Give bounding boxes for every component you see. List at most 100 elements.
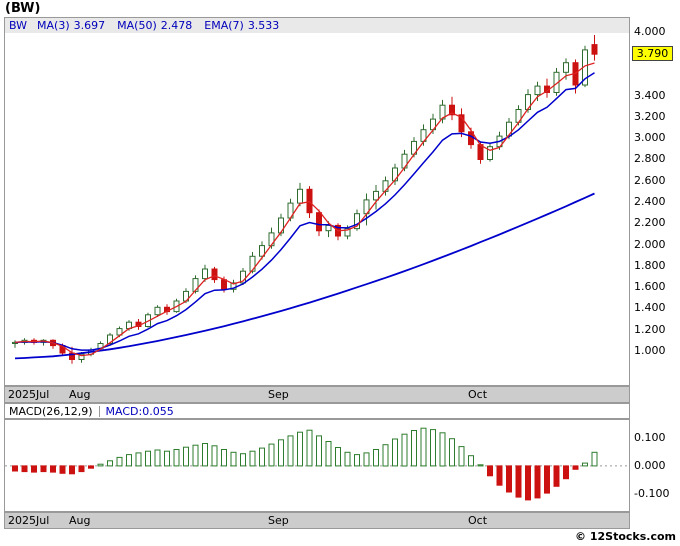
date-axis-macd: 2025Jul Aug Sep Oct — [4, 512, 630, 529]
ema7-line — [14, 72, 595, 351]
price-tick-label: 1.600 — [634, 280, 666, 293]
macd-value-label: MACD:0.055 — [105, 404, 174, 418]
macd-params-label: MACD(26,12,9) — [9, 404, 93, 418]
macd-bar — [487, 465, 493, 477]
price-tick-label: 2.200 — [634, 216, 666, 229]
candle-body — [297, 188, 303, 204]
macd-bar — [78, 465, 85, 473]
macd-tick-label: 0.000 — [634, 459, 666, 472]
macd-chart — [4, 419, 630, 512]
macd-bar — [278, 439, 284, 467]
macd-bar — [183, 446, 189, 467]
macd-bar — [354, 454, 360, 467]
price-tick-label: 2.800 — [634, 152, 666, 165]
price-chart: BW MA(3) 3.697 MA(50) 2.478 EMA(7) 3.533 — [4, 17, 630, 386]
macd-legend: MACD(26,12,9) MACD:0.055 — [4, 403, 630, 419]
macd-bar — [582, 462, 588, 467]
ma3-legend-label: MA(3) — [37, 19, 70, 32]
candle-body — [392, 167, 398, 182]
macd-bar — [164, 450, 170, 467]
ma50-line — [14, 192, 595, 360]
macd-bar — [249, 450, 256, 467]
macd-axis: 0.100 0.000 -0.100 — [632, 419, 678, 512]
macd-bar — [12, 465, 18, 472]
candle-body — [211, 268, 218, 281]
month-label: Aug — [69, 514, 91, 527]
symbol-label: BW — [9, 19, 28, 32]
price-tick-label: 1.400 — [634, 301, 666, 314]
macd-bar — [21, 465, 28, 473]
ma3-legend-value: 3.697 — [73, 19, 106, 32]
date-axis-main: 2025Jul Aug Sep Oct — [4, 386, 630, 403]
month-label: Sep — [268, 388, 289, 401]
macd-bar — [439, 432, 446, 467]
page-title: (BW) — [5, 1, 41, 16]
macd-bar — [230, 451, 237, 467]
copyright-credit: © 12Stocks.com — [575, 530, 676, 543]
macd-bar — [553, 465, 560, 487]
macd-bar — [563, 465, 569, 480]
price-tick-label: 2.600 — [634, 174, 666, 187]
candle-body — [325, 224, 332, 232]
candle-body — [259, 245, 265, 257]
macd-bar — [572, 465, 579, 470]
macd-bar — [363, 452, 370, 467]
candle-body — [534, 85, 541, 96]
macd-bar — [430, 429, 436, 467]
candle-body — [449, 104, 455, 116]
macd-bar — [40, 465, 47, 473]
candle-body — [192, 278, 199, 292]
macd-bar — [401, 433, 408, 467]
last-price-badge: 3.790 — [632, 46, 673, 61]
price-tick-label: 3.200 — [634, 110, 666, 123]
ma3-line — [14, 62, 595, 357]
price-tick-label: 3.400 — [634, 89, 666, 102]
month-label: 2025Jul — [8, 388, 50, 401]
macd-bar — [306, 429, 313, 467]
legend-divider — [98, 405, 100, 417]
macd-bar — [211, 445, 218, 467]
macd-bar — [88, 465, 94, 469]
candle-body — [563, 62, 569, 73]
month-label: Oct — [468, 388, 488, 401]
macd-bar — [325, 441, 332, 467]
macd-bar — [344, 451, 351, 467]
macd-bar — [202, 443, 208, 467]
macd-bar — [515, 465, 522, 498]
macd-bar — [107, 460, 113, 467]
candle-body — [506, 121, 512, 137]
macd-bar — [534, 465, 541, 499]
candle-body — [249, 255, 256, 272]
macd-bar — [525, 465, 531, 501]
macd-bar — [116, 456, 123, 467]
macd-bar — [240, 453, 246, 467]
macd-bar — [59, 465, 66, 474]
price-plot — [12, 35, 598, 364]
candle-body — [591, 44, 598, 55]
macd-bar — [449, 438, 455, 467]
macd-bar — [135, 452, 142, 467]
price-tick-label: 1.200 — [634, 323, 666, 336]
macd-bar — [316, 435, 322, 467]
ema7-legend-value: 3.533 — [247, 19, 280, 32]
month-label: Oct — [468, 514, 488, 527]
price-tick-label: 2.000 — [634, 238, 666, 251]
macd-bar — [373, 449, 379, 467]
candle-body — [354, 213, 360, 230]
macd-bar — [50, 465, 56, 473]
candle-body — [316, 212, 322, 232]
macd-bar — [192, 444, 199, 467]
candle-body — [373, 190, 379, 201]
macd-bar — [468, 455, 474, 467]
macd-bar — [31, 465, 37, 473]
candle-body — [202, 268, 208, 280]
macd-bar — [506, 465, 512, 493]
month-label: Aug — [69, 388, 91, 401]
macd-bar — [335, 447, 341, 467]
macd-bar — [259, 447, 265, 467]
ema7-legend-label: EMA(7) — [204, 19, 244, 32]
ma50-legend-value: 2.478 — [160, 19, 193, 32]
macd-bar — [297, 431, 303, 467]
indicator-legend: BW MA(3) 3.697 MA(50) 2.478 EMA(7) 3.533 — [5, 18, 629, 33]
